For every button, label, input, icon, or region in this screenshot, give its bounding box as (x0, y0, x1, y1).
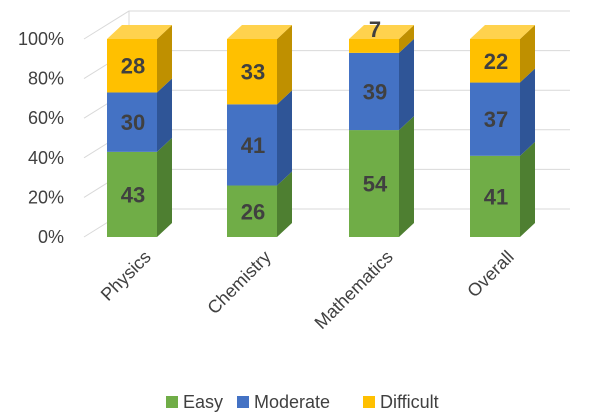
bar-easy (470, 155, 520, 237)
data-label-difficult: 33 (241, 60, 265, 85)
bar-side-moderate (520, 68, 535, 156)
data-label-easy: 26 (241, 199, 265, 224)
bar-difficult (349, 39, 399, 53)
bar-stack-physics: 43 30 28 (107, 25, 172, 237)
bar-side-moderate (157, 78, 172, 152)
bar-top-difficult (107, 25, 172, 39)
legend-label-easy: Easy (183, 392, 223, 412)
bar-moderate (349, 52, 399, 131)
y-tick-label: 0% (38, 227, 64, 247)
bar-top-difficult (470, 25, 535, 39)
data-label-difficult: 22 (484, 49, 508, 74)
bar-difficult (107, 39, 157, 93)
bar-side-easy (277, 171, 292, 237)
x-tick-label: Chemistry (203, 247, 274, 318)
legend-label-moderate: Moderate (254, 392, 330, 412)
bar-side-difficult (277, 25, 292, 105)
bar-side-moderate (399, 38, 414, 131)
legend-swatch-moderate (237, 396, 249, 408)
bar-top-difficult (227, 25, 292, 39)
bar-side-difficult (520, 25, 535, 83)
bar-stack-chemistry: 26 41 33 (227, 25, 292, 237)
bar-moderate (227, 104, 277, 186)
bar-easy (107, 151, 157, 237)
data-label-difficult: 28 (121, 54, 145, 79)
bar-easy (227, 185, 277, 237)
y-tick-label: 20% (28, 187, 64, 207)
bar-side-difficult (399, 25, 414, 53)
bar-side-easy (520, 141, 535, 237)
legend: Easy Moderate Difficult (166, 392, 439, 412)
bar-stack-overall: 41 37 22 (470, 25, 535, 237)
data-label-easy: 54 (363, 172, 388, 197)
y-tick-label: 40% (28, 148, 64, 168)
bar-stack-mathematics: 54 39 7 (349, 17, 414, 237)
bar-side-easy (157, 137, 172, 237)
y-axis: 0% 20% 40% 60% 80% 100% (18, 29, 64, 247)
y-tick-label: 100% (18, 29, 64, 49)
legend-label-difficult: Difficult (380, 392, 439, 412)
bar-side-easy (399, 116, 414, 237)
data-label-moderate: 30 (121, 110, 145, 135)
data-label-moderate: 37 (484, 107, 508, 132)
x-axis: Physics Chemistry Mathematics Overall (97, 247, 518, 333)
bar-easy (349, 130, 399, 237)
legend-swatch-difficult (363, 396, 375, 408)
data-label-difficult: 7 (369, 17, 381, 42)
bar-side-moderate (277, 90, 292, 186)
x-tick-label: Overall (463, 247, 517, 301)
data-label-easy: 43 (121, 182, 145, 207)
bar-moderate (470, 82, 520, 156)
data-label-moderate: 39 (363, 79, 387, 104)
x-tick-label: Physics (97, 247, 155, 305)
bar-side-difficult (157, 25, 172, 93)
x-tick-label: Mathematics (311, 247, 397, 333)
bar-moderate (107, 92, 157, 152)
y-tick-label: 60% (28, 108, 64, 128)
data-label-moderate: 41 (241, 133, 265, 158)
bar-difficult (227, 39, 277, 105)
bar-difficult (470, 39, 520, 83)
data-label-easy: 41 (484, 184, 508, 209)
bar-top-difficult (349, 25, 414, 39)
bars: 43 30 28 26 41 33 54 39 7 41 37 22 (107, 17, 535, 237)
y-tick-label: 80% (28, 69, 64, 89)
legend-swatch-easy (166, 396, 178, 408)
